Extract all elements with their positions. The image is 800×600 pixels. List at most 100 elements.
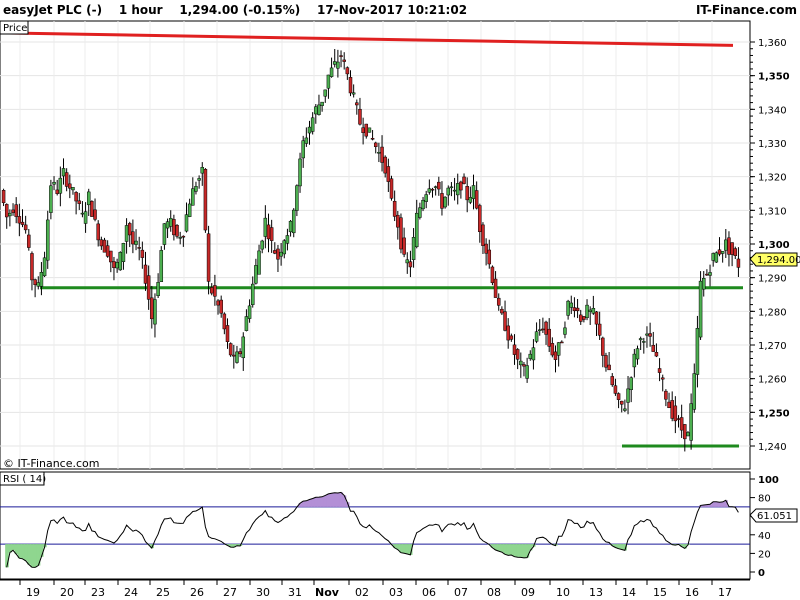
- candle-body: [200, 167, 205, 174]
- candle-body: [484, 243, 488, 254]
- candle-body: [336, 61, 340, 69]
- candle-body: [39, 272, 44, 287]
- candle-body: [534, 331, 539, 342]
- candle-body: [471, 185, 476, 199]
- candle-body: [235, 351, 239, 363]
- candle-body: [720, 251, 725, 254]
- rsi-oversold-fill: [620, 544, 624, 550]
- candle-body: [727, 237, 731, 255]
- candle-body: [698, 280, 703, 338]
- candle-body: [342, 59, 346, 62]
- rsi-tick-label: 100: [758, 475, 779, 486]
- candle-body: [332, 61, 337, 65]
- candle-body: [519, 360, 523, 366]
- candle-body: [288, 220, 293, 233]
- candle-body: [465, 186, 469, 201]
- candle-body: [686, 432, 690, 437]
- candle-body: [74, 192, 78, 202]
- price-tick-label: 1,280: [758, 307, 787, 318]
- candle-body: [578, 314, 583, 322]
- price-panel-label: Price: [3, 23, 27, 34]
- interval: 1 hour: [118, 3, 163, 17]
- candle-body: [206, 233, 211, 282]
- rsi-oversold-fill: [39, 544, 44, 557]
- candle-body: [547, 328, 551, 347]
- rsi-oversold-fill: [490, 544, 495, 548]
- candle-body: [733, 248, 738, 256]
- candle-body: [364, 123, 369, 137]
- candle-body: [168, 218, 173, 227]
- candle-body: [528, 353, 533, 359]
- candle-body: [525, 365, 529, 379]
- candle-body: [724, 239, 728, 251]
- candle-body: [531, 347, 536, 361]
- candle-body: [572, 307, 577, 311]
- candle-body: [58, 177, 63, 194]
- candle-body: [660, 377, 665, 380]
- candle-body: [301, 140, 305, 159]
- candle-body: [134, 240, 138, 245]
- candle-body: [512, 344, 517, 355]
- candle-body: [503, 311, 507, 331]
- candle-body: [597, 323, 602, 336]
- rsi-oversold-fill: [497, 544, 501, 552]
- rsi-overbought-fill: [699, 505, 703, 507]
- rsi-oversold-fill: [5, 544, 9, 568]
- date-tick-label: 30: [256, 586, 270, 599]
- rsi-overbought-fill: [317, 497, 322, 507]
- candle-body: [143, 264, 148, 284]
- candle-body: [310, 117, 315, 132]
- rsi-oversold-fill: [613, 544, 618, 548]
- rsi-overbought-fill: [301, 501, 306, 507]
- candle-body: [515, 349, 520, 360]
- candle-body: [459, 181, 463, 191]
- candle-body: [80, 212, 85, 215]
- candle-body: [178, 237, 182, 239]
- candle-body: [225, 325, 230, 342]
- candle-body: [320, 101, 324, 106]
- candle-body: [613, 385, 618, 394]
- rsi-oversold-fill: [683, 544, 687, 549]
- candle-body: [717, 249, 722, 255]
- candle-body: [367, 127, 372, 133]
- rsi-tick-label: 0: [758, 568, 765, 579]
- candle-body: [424, 194, 428, 202]
- candle-body: [361, 127, 365, 133]
- candle-body: [563, 327, 567, 335]
- price-tick-label: 1,350: [758, 72, 790, 83]
- rsi-oversold-fill: [610, 544, 615, 546]
- candle-body: [273, 250, 277, 254]
- symbol-name: easyJet PLC (-): [3, 3, 103, 17]
- candle-body: [55, 189, 59, 194]
- price-tick-label: 1,300: [758, 240, 790, 251]
- candle-body: [654, 352, 659, 357]
- candle-body: [440, 193, 444, 209]
- candle-body: [380, 146, 384, 163]
- candle-body: [266, 224, 271, 240]
- chart-title: easyJet PLC (-) 1 hour 1,294.00 (-0.15%)…: [3, 0, 467, 21]
- candle-body: [282, 240, 287, 255]
- candle-body: [260, 240, 264, 250]
- rsi-oversold-fill: [494, 544, 498, 551]
- candle-body: [566, 300, 570, 316]
- rsi-oversold-fill: [623, 544, 627, 551]
- candle-body: [604, 355, 608, 368]
- candle-body: [27, 234, 31, 248]
- candle-body: [228, 343, 233, 356]
- candle-body: [632, 353, 637, 368]
- candle-body: [556, 342, 561, 356]
- candle-body: [184, 214, 189, 232]
- candle-body: [676, 418, 681, 420]
- candle-body: [462, 176, 466, 184]
- candle-body: [452, 189, 457, 192]
- candle-body: [701, 278, 706, 290]
- candle-body: [254, 265, 258, 284]
- candle-body: [351, 92, 356, 95]
- date-tick-label: 03: [389, 586, 403, 599]
- candle-body: [569, 302, 574, 308]
- rsi-oversold-fill: [229, 544, 233, 548]
- rsi-tick-label: 40: [758, 531, 771, 542]
- rsi-last-value: 61.051: [757, 511, 792, 522]
- candle-body: [314, 106, 318, 115]
- candle-body: [83, 211, 88, 224]
